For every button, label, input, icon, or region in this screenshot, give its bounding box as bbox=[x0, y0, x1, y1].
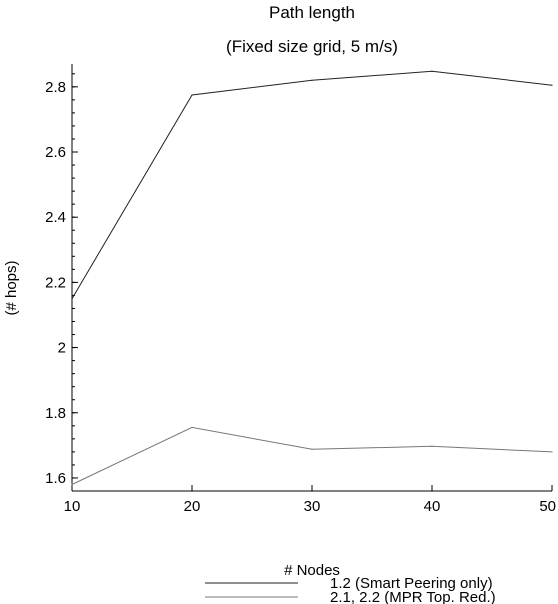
x-tick-label: 40 bbox=[424, 498, 441, 515]
series-1-point bbox=[431, 70, 433, 72]
series-1-point bbox=[191, 94, 193, 96]
y-tick-label: 2 bbox=[58, 340, 66, 357]
legend: 1.2 (Smart Peering only)2.1, 2.2 (MPR To… bbox=[205, 575, 496, 604]
x-ticks: 10 20 30 40 50 bbox=[64, 485, 556, 515]
y-tick-label: 1.6 bbox=[45, 470, 66, 487]
series-line-2 bbox=[71, 426, 553, 485]
x-tick-label: 50 bbox=[539, 498, 556, 515]
series-2-point bbox=[431, 445, 433, 447]
y-tick-label: 2.4 bbox=[45, 209, 66, 226]
series-1-point bbox=[71, 298, 73, 300]
y-axis-label: (# hops) bbox=[3, 260, 20, 315]
series-2-point bbox=[191, 426, 193, 429]
series-1-point bbox=[311, 79, 313, 81]
legend-label-1: 1.2 (Smart Peering only) bbox=[330, 575, 493, 592]
series-lines bbox=[71, 70, 553, 486]
y-tick-label: 2.6 bbox=[45, 144, 66, 161]
x-tick-label: 10 bbox=[64, 498, 81, 515]
x-axis-label: # Nodes bbox=[284, 562, 340, 579]
series-2-point bbox=[551, 451, 553, 453]
series-line-1 bbox=[71, 70, 553, 299]
series-2-point bbox=[71, 483, 73, 486]
legend-label-2: 2.1, 2.2 (MPR Top. Red.) bbox=[330, 589, 496, 604]
y-tick-label: 1.8 bbox=[45, 405, 66, 422]
x-tick-label: 20 bbox=[184, 498, 201, 515]
y-tick-label: 2.2 bbox=[45, 274, 66, 291]
chart-subtitle: (Fixed size grid, 5 m/s) bbox=[226, 37, 398, 56]
series-2-point bbox=[311, 448, 313, 450]
chart-title: Path length bbox=[269, 3, 355, 22]
y-major-ticks: 1.6 1.8 2 2.2 2.4 2.6 2.8 bbox=[45, 79, 78, 487]
x-tick-label: 30 bbox=[304, 498, 321, 515]
y-tick-label: 2.8 bbox=[45, 79, 66, 96]
series-1-point bbox=[551, 84, 553, 86]
